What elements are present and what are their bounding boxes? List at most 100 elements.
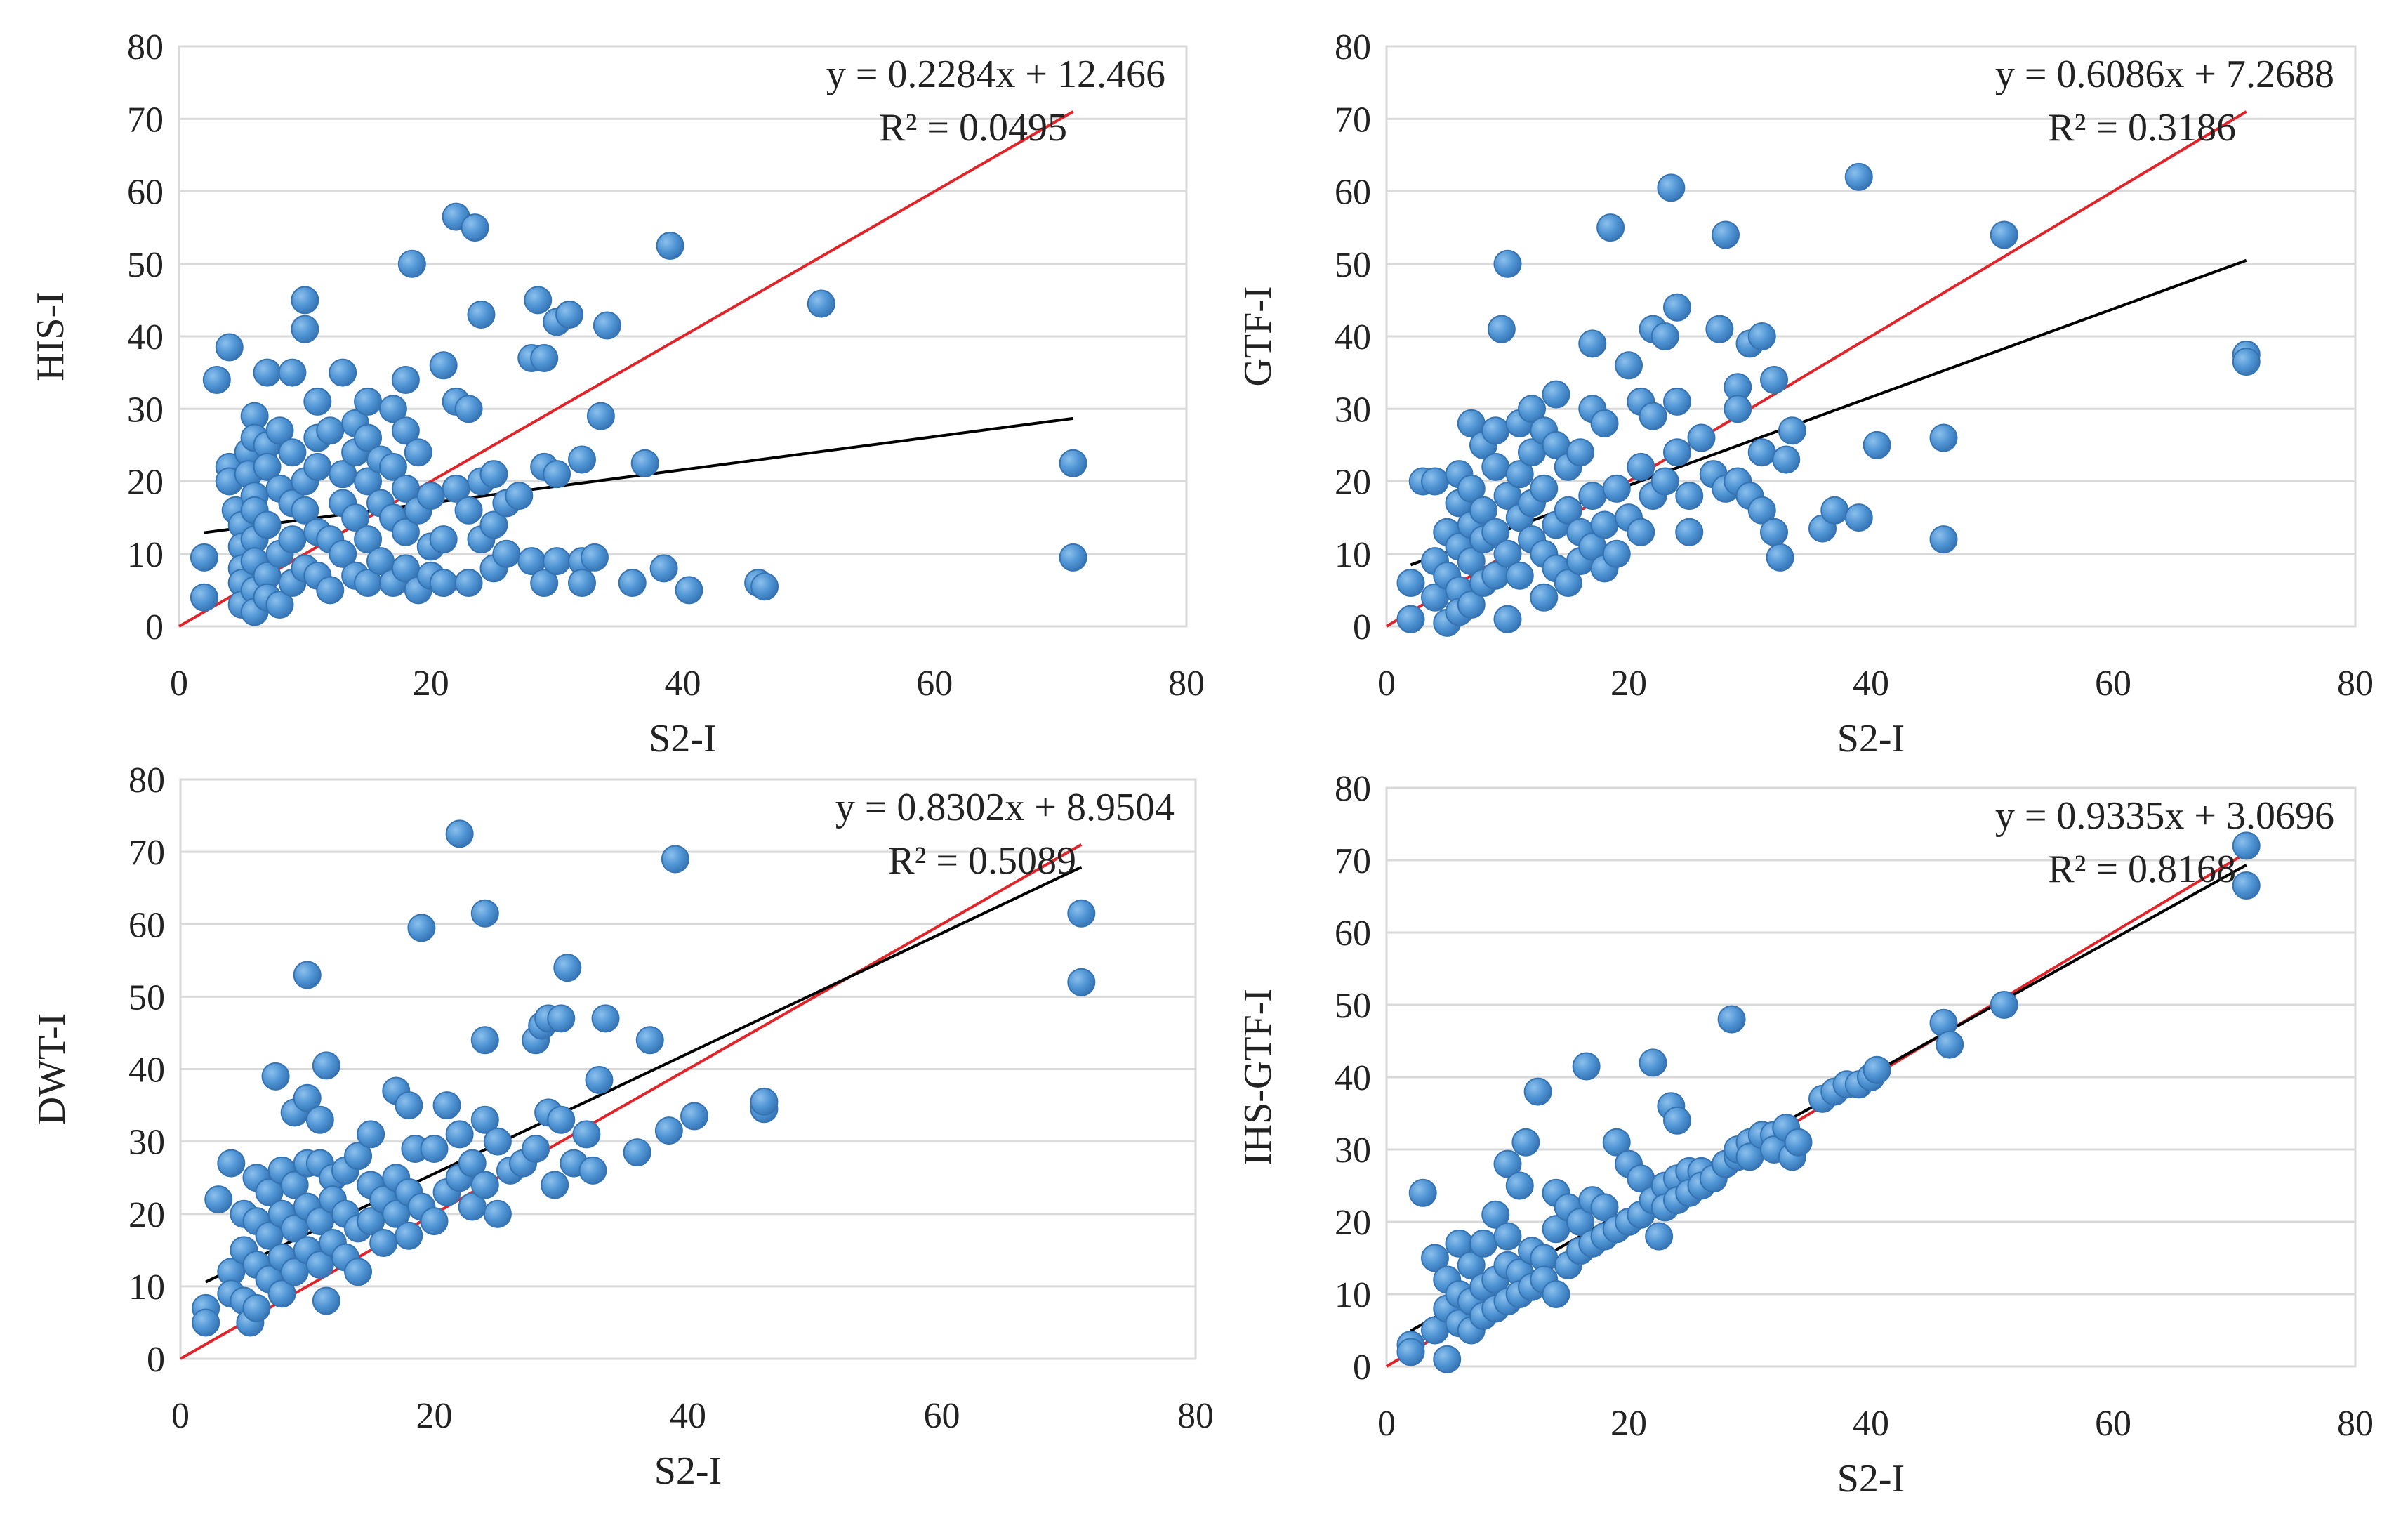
data-point: [522, 1134, 550, 1163]
data-point: [524, 286, 553, 315]
data-point: [267, 1279, 296, 1308]
data-point: [1747, 322, 1776, 350]
data-point: [1663, 387, 1691, 416]
y-tick-label: 80: [128, 760, 165, 801]
data-point: [750, 1087, 779, 1116]
data-point: [429, 569, 458, 598]
data-point: [303, 387, 332, 416]
data-point: [1493, 539, 1522, 568]
x-tick-label: 60: [916, 664, 953, 704]
data-point: [1572, 1052, 1601, 1081]
data-point: [1760, 518, 1788, 546]
y-tick-label: 10: [128, 1267, 165, 1307]
data-point: [291, 496, 319, 525]
y-tick-label: 10: [1335, 1275, 1371, 1315]
data-point: [543, 547, 571, 576]
x-tick-label: 60: [924, 1396, 960, 1436]
r-squared-label: R² = 0.3186: [2048, 106, 2236, 150]
data-point: [391, 365, 420, 394]
data-point: [541, 1171, 569, 1199]
data-point: [1760, 365, 1788, 394]
plot-area: [179, 778, 1197, 1360]
data-point: [1705, 315, 1734, 343]
data-point: [280, 1258, 309, 1286]
data-point: [593, 311, 621, 340]
y-axis-title: GTF-I: [1236, 286, 1280, 386]
x-tick-labels: 0 20 40 60 80: [1377, 1404, 2374, 1444]
data-point: [1766, 543, 1794, 572]
data-point: [1863, 1055, 1891, 1084]
data-point: [461, 213, 489, 242]
y-axis-title: DWT-I: [30, 1013, 74, 1126]
y-tick-label: 70: [1335, 841, 1371, 881]
data-point: [378, 452, 407, 481]
data-point: [382, 1199, 411, 1228]
data-point: [553, 954, 582, 982]
data-point: [1457, 547, 1486, 576]
data-point: [278, 438, 307, 467]
y-tick-label: 70: [1335, 100, 1371, 140]
data-point: [253, 452, 282, 481]
data-point: [1627, 452, 1655, 481]
data-point: [407, 914, 436, 942]
x-tick-label: 40: [665, 664, 701, 704]
data-point: [354, 423, 383, 452]
data-point: [458, 1149, 487, 1178]
chart-ihs-gtf-i: 0 10 20 30 40 50 60 70 80 0 20 40 60 80 S2-I IHS-GTF…: [1236, 769, 2374, 1501]
plot-area: [1385, 786, 2357, 1368]
data-point: [1067, 968, 1096, 996]
data-point: [547, 1105, 576, 1134]
data-point: [329, 358, 357, 387]
data-point: [454, 496, 483, 525]
data-point: [1493, 1149, 1522, 1178]
x-tick-label: 80: [1177, 1396, 1214, 1436]
data-point: [1493, 605, 1522, 633]
data-point: [492, 539, 521, 568]
data-point: [1566, 1208, 1594, 1236]
y-tick-label: 40: [127, 317, 164, 357]
y-tick-label: 20: [1335, 1203, 1371, 1243]
data-point: [2232, 871, 2261, 900]
data-point: [1687, 423, 1716, 452]
data-point: [291, 315, 319, 343]
data-point: [416, 482, 445, 510]
data-point: [470, 1105, 499, 1134]
data-point: [479, 460, 508, 489]
data-point: [1590, 510, 1619, 539]
plot-area: [178, 45, 1188, 628]
data-point: [1493, 1222, 1522, 1251]
y-tick-label: 20: [127, 463, 164, 503]
x-tick-label: 20: [1610, 1404, 1647, 1444]
data-point: [1639, 1048, 1667, 1077]
data-point: [530, 343, 559, 372]
data-point: [1396, 569, 1425, 598]
data-point: [479, 510, 508, 539]
data-point: [1396, 1338, 1425, 1366]
data-point: [397, 249, 426, 278]
data-point: [661, 845, 689, 874]
data-point: [1481, 416, 1510, 445]
data-point: [369, 1229, 398, 1257]
data-point: [1566, 438, 1594, 467]
data-point: [680, 1102, 709, 1131]
x-axis-title: S2-I: [1837, 717, 1905, 760]
data-point: [1596, 213, 1625, 242]
data-point: [255, 1221, 284, 1250]
data-point: [470, 1026, 499, 1055]
x-tick-label: 20: [416, 1396, 453, 1436]
y-tick-label: 0: [145, 607, 164, 647]
data-point: [316, 576, 345, 605]
data-point: [1433, 1345, 1462, 1373]
x-tick-label: 0: [170, 664, 188, 704]
points-layer: [1396, 831, 2261, 1373]
x-tick-label: 80: [2337, 1404, 2374, 1444]
data-point: [1554, 496, 1582, 525]
data-point: [1663, 1106, 1691, 1135]
data-point: [316, 416, 345, 445]
data-point: [1747, 438, 1776, 467]
data-point: [1778, 416, 1806, 445]
data-point: [1487, 315, 1516, 343]
y-tick-labels: 0 10 20 30 40 50 60 70 80: [128, 760, 165, 1380]
data-point: [1645, 1222, 1674, 1251]
